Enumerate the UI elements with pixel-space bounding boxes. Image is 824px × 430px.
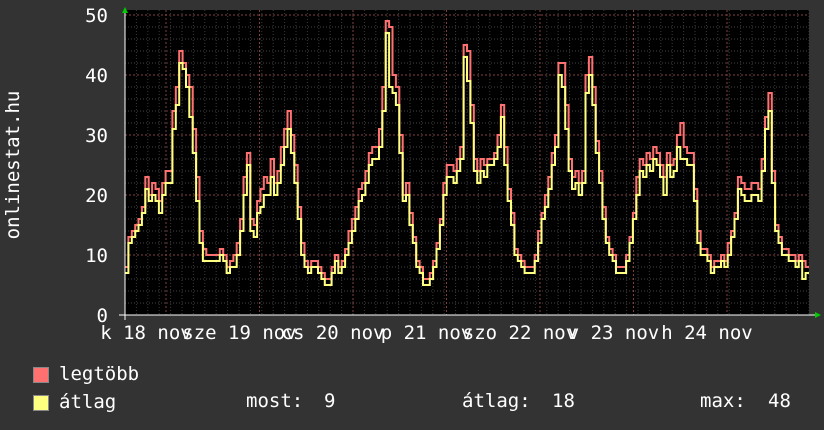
y-axis-arrow xyxy=(122,7,128,13)
y-tick-label: 10 xyxy=(85,245,108,267)
stat-avg-label: átlag: xyxy=(462,390,531,412)
x-tick-label: v 23 nov xyxy=(568,322,660,344)
x-tick-label: cs 20 nov xyxy=(282,322,385,344)
y-tick-label: 40 xyxy=(85,65,108,87)
x-tick-label: h 24 nov xyxy=(661,322,753,344)
y-axis-label: onlinestat.hu xyxy=(2,91,24,240)
x-tick-label: k 18 nov xyxy=(100,322,192,344)
legend-swatch-atlag xyxy=(33,395,49,411)
x-axis-arrow xyxy=(815,312,821,318)
series-line-1 xyxy=(125,32,809,286)
legend-label-atlag: átlag xyxy=(59,391,117,413)
x-tick-label: szo 22 nov xyxy=(463,322,577,344)
stat-avg-value: 18 xyxy=(552,390,575,412)
y-tick-label: 20 xyxy=(85,185,108,207)
grid xyxy=(125,10,810,315)
stat-max-value: 48 xyxy=(768,390,791,412)
stat-now-value: 9 xyxy=(324,390,336,412)
y-tick-label: 30 xyxy=(85,125,108,147)
y-tick-label: 0 xyxy=(97,305,108,327)
stat-now-label: most: xyxy=(246,390,304,412)
legend-swatch-legtobb xyxy=(33,367,49,383)
x-tick-label: sze 19 nov xyxy=(182,322,296,344)
stat-max-label: max: xyxy=(700,390,746,412)
legend-label-legtobb: legtöbb xyxy=(59,363,140,385)
x-tick-label: p 21 nov xyxy=(381,322,473,344)
series-layer xyxy=(125,20,809,286)
y-tick-label: 50 xyxy=(85,5,108,27)
